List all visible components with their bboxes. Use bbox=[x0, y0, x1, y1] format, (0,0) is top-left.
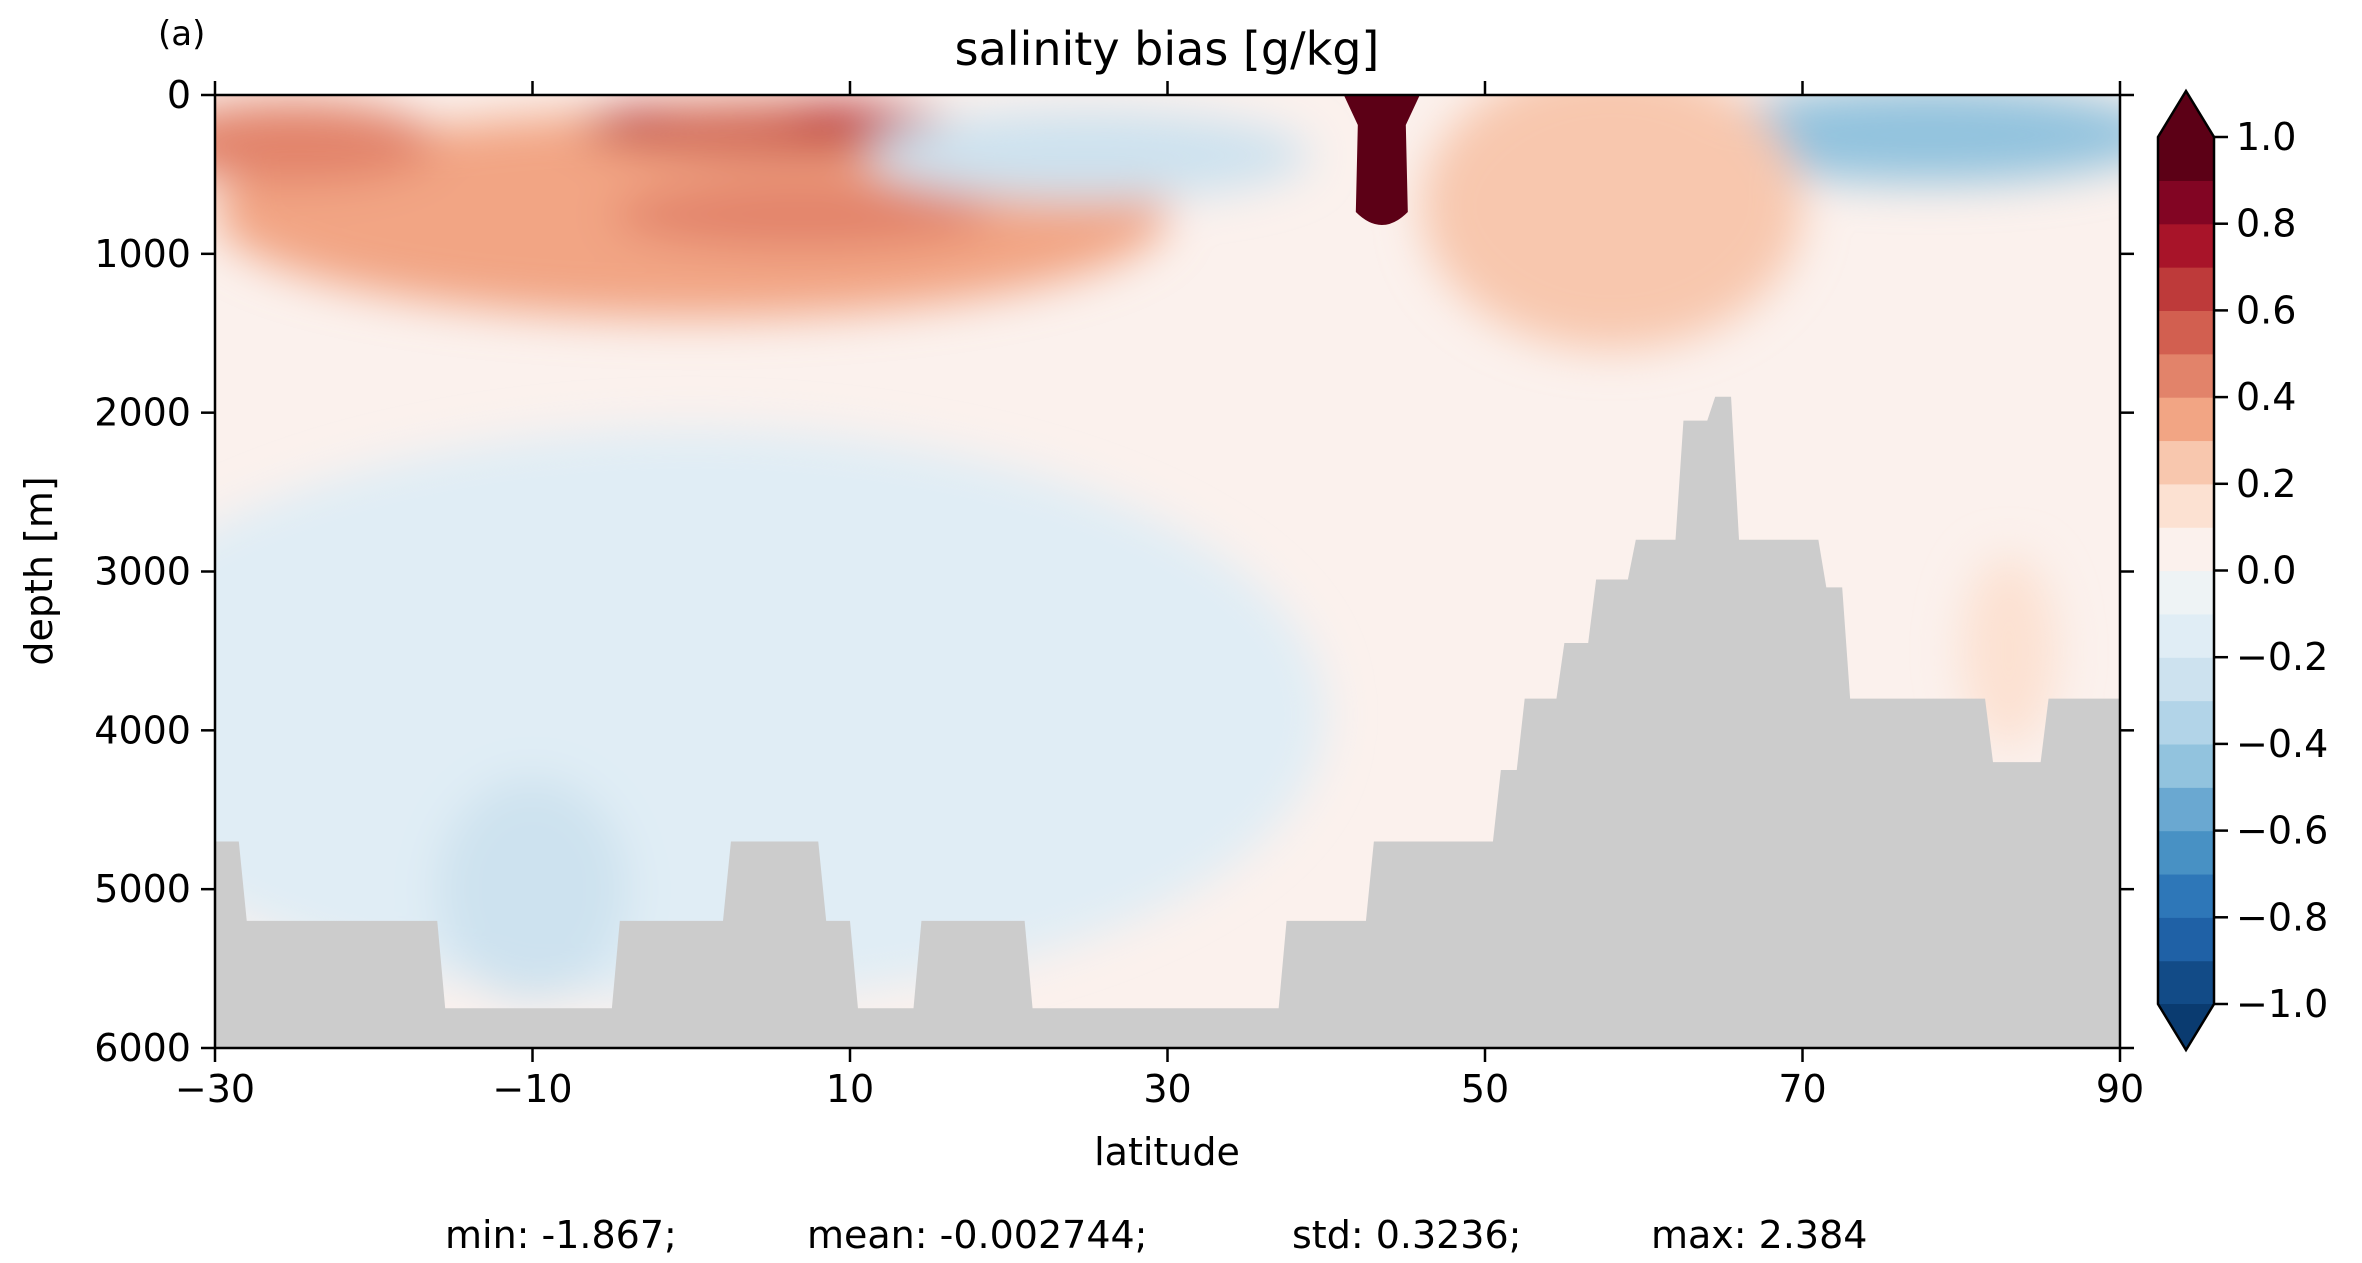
colorbar-level-1 bbox=[2158, 917, 2214, 962]
colorbar-extend-top bbox=[2158, 91, 2214, 137]
x-tick-label-0: −30 bbox=[175, 1067, 255, 1111]
colorbar-tick-label-0: 1.0 bbox=[2236, 115, 2296, 159]
stat-max: max: 2.384 bbox=[1651, 1213, 1867, 1257]
colorbar-level-5 bbox=[2158, 743, 2214, 788]
plot-area bbox=[215, 95, 2120, 1048]
x-tick-label-4: 50 bbox=[1461, 1067, 1509, 1111]
anomaly-7 bbox=[1421, 95, 1803, 350]
colorbar-level-9 bbox=[2158, 570, 2214, 615]
colorbar-tick-label-8: −0.6 bbox=[2236, 809, 2328, 853]
colorbar-level-12 bbox=[2158, 440, 2214, 485]
x-tick-label-2: 10 bbox=[826, 1067, 874, 1111]
stat-min: min: -1.867; bbox=[445, 1213, 677, 1257]
x-tick-label-1: −10 bbox=[492, 1067, 572, 1111]
anomaly-6 bbox=[1691, 95, 2120, 183]
x-axis: −30 −10 10 30 50 70 90 bbox=[175, 81, 2144, 1111]
colorbar-level-11 bbox=[2158, 483, 2214, 528]
colorbar-level-15 bbox=[2158, 310, 2214, 355]
colorbar-level-14 bbox=[2158, 353, 2214, 398]
y-tick-label-0: 0 bbox=[167, 73, 191, 117]
y-axis: 0 1000 2000 3000 4000 5000 6000 bbox=[94, 73, 2134, 1070]
colorbar-level-8 bbox=[2158, 613, 2214, 658]
colorbar-level-18 bbox=[2158, 180, 2214, 225]
colorbar-tick-label-7: −0.4 bbox=[2236, 722, 2328, 766]
colorbar: 1.0 0.8 0.6 0.4 0.2 0.0 −0.2 −0.4 −0.6 −0.8 −1.0 bbox=[2156, 88, 2328, 1053]
stat-std: std: 0.3236; bbox=[1292, 1213, 1521, 1257]
colorbar-level-10 bbox=[2158, 527, 2214, 572]
colorbar-tick-label-10: −1.0 bbox=[2236, 982, 2328, 1026]
colorbar-level-6 bbox=[2158, 700, 2214, 745]
anomaly-4 bbox=[611, 179, 993, 250]
colorbar-level-16 bbox=[2158, 267, 2214, 311]
colorbar-tick-label-9: −0.8 bbox=[2236, 895, 2328, 939]
colorbar-tick-label-3: 0.4 bbox=[2236, 375, 2296, 419]
x-tick-label-5: 70 bbox=[1778, 1067, 1826, 1111]
colorbar-level-17 bbox=[2158, 223, 2214, 268]
y-tick-label-2: 2000 bbox=[94, 391, 191, 435]
y-axis-label: depth [m] bbox=[17, 476, 61, 665]
y-tick-label-6: 6000 bbox=[94, 1026, 191, 1070]
x-tick-label-6: 90 bbox=[2096, 1067, 2144, 1111]
colorbar-tick-label-6: −0.2 bbox=[2236, 635, 2328, 679]
colorbar-level-19 bbox=[2158, 137, 2214, 181]
anomaly-9 bbox=[437, 777, 628, 1001]
colorbar-level-13 bbox=[2158, 397, 2214, 442]
colorbar-tick-label-5: 0.0 bbox=[2236, 549, 2296, 593]
colorbar-extend-bottom bbox=[2158, 1004, 2214, 1050]
anomaly-5 bbox=[865, 110, 1311, 200]
colorbar-tick-label-1: 0.8 bbox=[2236, 202, 2296, 246]
y-tick-label-1: 1000 bbox=[94, 232, 191, 276]
x-tick-label-3: 30 bbox=[1143, 1067, 1191, 1111]
colorbar-tick-label-4: 0.2 bbox=[2236, 462, 2296, 506]
colorbar-level-4 bbox=[2158, 787, 2214, 832]
anomaly-8 bbox=[215, 428, 1327, 1001]
colorbar-tick-label-2: 0.6 bbox=[2236, 288, 2296, 332]
plume bbox=[1343, 95, 1420, 226]
y-tick-label-3: 3000 bbox=[94, 550, 191, 594]
stat-mean: mean: -0.002744; bbox=[807, 1213, 1147, 1257]
anomaly-3 bbox=[651, 107, 811, 130]
panel-label: (a) bbox=[158, 14, 205, 54]
colorbar-level-2 bbox=[2158, 873, 2214, 918]
plume-layer bbox=[1343, 95, 1420, 226]
y-tick-label-4: 4000 bbox=[94, 708, 191, 752]
anomaly-1 bbox=[215, 101, 438, 184]
x-axis-label: latitude bbox=[1094, 1130, 1240, 1174]
colorbar-level-3 bbox=[2158, 830, 2214, 875]
anomaly-layer bbox=[215, 95, 2120, 1001]
y-tick-label-5: 5000 bbox=[94, 867, 191, 911]
colorbar-level-7 bbox=[2158, 657, 2214, 702]
chart-title: salinity bias [g/kg] bbox=[955, 22, 1380, 76]
bathymetry-land bbox=[215, 396, 2120, 1048]
colorbar-level-0 bbox=[2158, 960, 2214, 1005]
